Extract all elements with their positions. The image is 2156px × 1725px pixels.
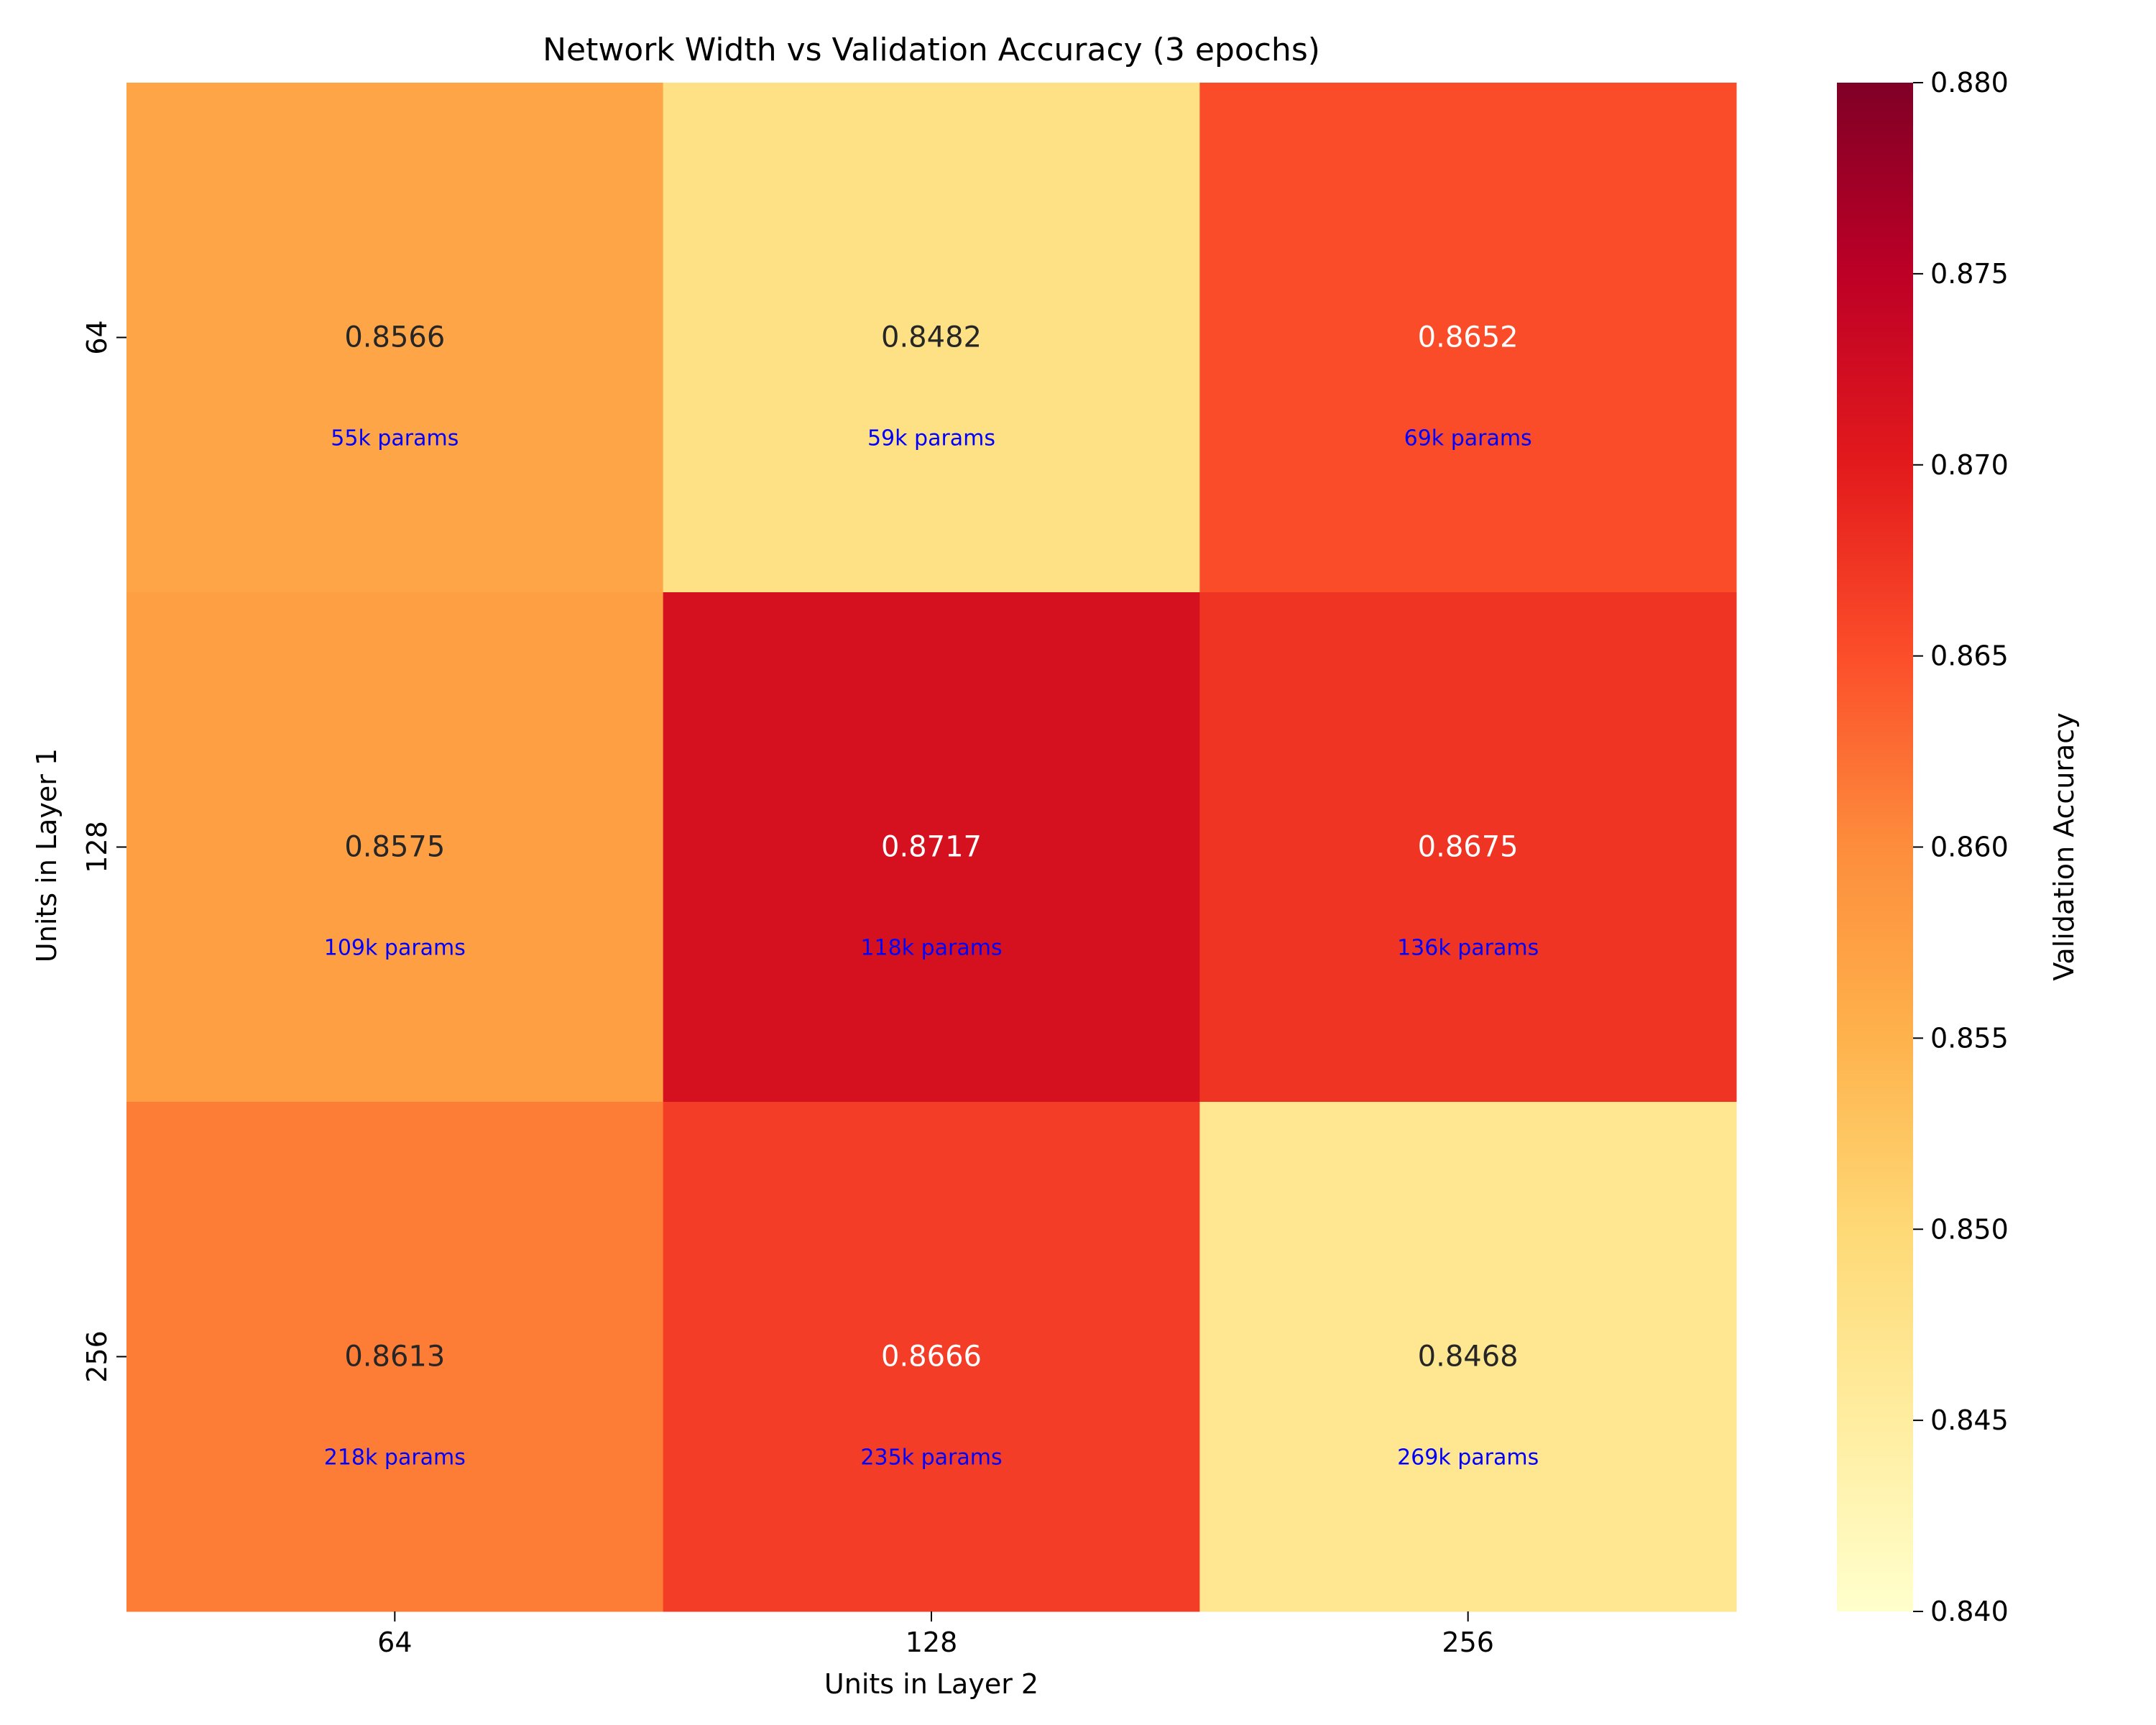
cell-value-label: 0.8666 [881,1340,982,1374]
cell-params-label: 235k params [860,1445,1002,1471]
y-tick-label: 256 [81,1330,113,1383]
cell-value-label: 0.8652 [1418,321,1519,354]
colorbar: 0.840 0.845 0.850 0.855 0.860 0.865 0.870 0.875… [1837,67,2009,1627]
heatmap-cell [126,83,664,593]
cell-params-label: 269k params [1397,1445,1539,1471]
colorbar-tick-label: 0.855 [1930,1022,2009,1054]
cell-value-label: 0.8675 [1418,831,1519,864]
cell-params-label: 118k params [860,936,1002,961]
x-tick-label: 128 [906,1627,958,1658]
x-tick-label: 64 [377,1627,412,1658]
colorbar-label: Validation Accuracy [2048,712,2080,980]
heatmap-cells [126,83,1737,1612]
colorbar-tick-label: 0.875 [1930,258,2009,290]
heatmap-annotations: 0.8566 55k params 0.8482 59k params 0.8652 69… [324,321,1539,1471]
cell-params-label: 136k params [1397,936,1539,961]
y-tick-label: 64 [81,320,113,354]
colorbar-tick-label: 0.845 [1930,1404,2009,1436]
cell-params-label: 218k params [324,1445,466,1471]
x-axis-label: Units in Layer 2 [824,1668,1038,1700]
heatmap-cell [663,83,1200,593]
heatmap-cell [1199,592,1737,1103]
cell-params-label: 59k params [867,426,995,451]
heatmap-cell [663,1102,1200,1612]
colorbar-tick-label: 0.840 [1930,1596,2009,1627]
colorbar-gradient [1837,83,1913,1611]
cell-value-label: 0.8566 [344,321,445,354]
heatmap-cell [1199,83,1737,593]
cell-value-label: 0.8575 [344,831,445,864]
x-tick-label: 256 [1442,1627,1494,1658]
colorbar-tick-label: 0.880 [1930,67,2009,98]
y-tick-label: 128 [81,821,113,873]
cell-params-label: 55k params [331,426,459,451]
chart-title: Network Width vs Validation Accuracy (3 … [543,32,1320,68]
cell-params-label: 109k params [324,936,466,961]
cell-value-label: 0.8717 [881,831,982,864]
colorbar-tick-label: 0.865 [1930,640,2009,672]
x-axis: 64 128 256 [377,1611,1494,1658]
y-axis: 64 128 256 [81,320,126,1383]
colorbar-tick-label: 0.870 [1930,449,2009,481]
cell-value-label: 0.8482 [881,321,982,354]
heatmap-cell [126,592,664,1103]
cell-value-label: 0.8468 [1418,1340,1519,1374]
colorbar-tick-label: 0.860 [1930,832,2009,863]
heatmap-cell [663,592,1200,1103]
colorbar-tick-label: 0.850 [1930,1213,2009,1245]
cell-value-label: 0.8613 [344,1340,445,1374]
heatmap-cell [1199,1102,1737,1612]
y-axis-label: Units in Layer 1 [31,748,63,962]
heatmap-cell [126,1102,664,1612]
cell-params-label: 69k params [1404,426,1532,451]
